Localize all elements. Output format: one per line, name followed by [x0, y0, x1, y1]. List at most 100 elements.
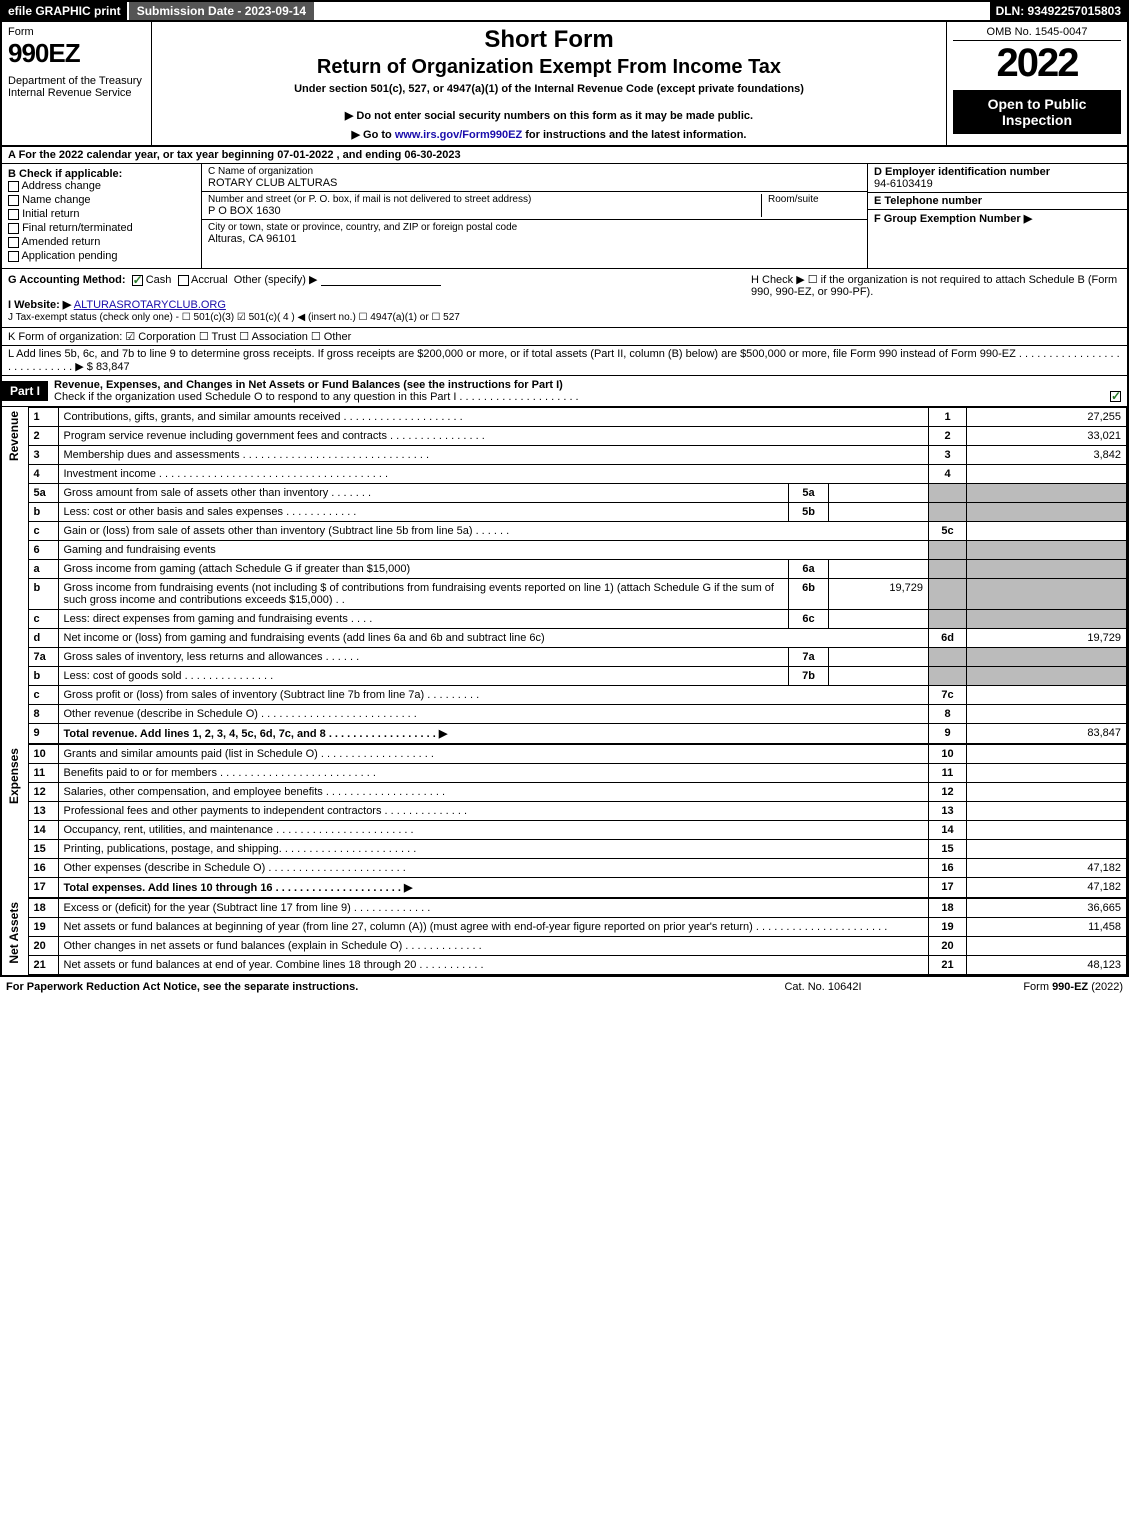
lbl-org-name: C Name of organization: [208, 166, 861, 177]
line-val: 83,847: [967, 724, 1127, 744]
sub-val: [829, 648, 929, 667]
rn-grey: [929, 667, 967, 686]
box-b: B Check if applicable: Address change Na…: [2, 164, 202, 268]
chk-pending[interactable]: Application pending: [8, 250, 195, 262]
header-left: Form 990EZ Department of the Treasury In…: [2, 22, 152, 145]
line-a: A For the 2022 calendar year, or tax yea…: [2, 147, 1127, 164]
line-num: b: [28, 503, 58, 522]
line-num: 9: [28, 724, 58, 744]
sub-num: 7b: [789, 667, 829, 686]
line-val: [967, 764, 1127, 783]
chk-name-change[interactable]: Name change: [8, 194, 195, 206]
line-num: c: [28, 610, 58, 629]
line-desc: Less: direct expenses from gaming and fu…: [58, 610, 789, 629]
rn-grey: [929, 648, 967, 667]
block-bcde: B Check if applicable: Address change Na…: [2, 164, 1127, 269]
line-desc: Contributions, gifts, grants, and simila…: [58, 408, 929, 427]
line-rn: 11: [929, 764, 967, 783]
line-row: 4Investment income . . . . . . . . . . .…: [2, 465, 1127, 484]
line-num: b: [28, 579, 58, 610]
line-row: 16Other expenses (describe in Schedule O…: [2, 859, 1127, 878]
website-link[interactable]: ALTURASROTARYCLUB.ORG: [74, 299, 226, 311]
return-title: Return of Organization Exempt From Incom…: [160, 56, 938, 79]
line-row: cLess: direct expenses from gaming and f…: [2, 610, 1127, 629]
line-num: 12: [28, 783, 58, 802]
subtitle: Under section 501(c), 527, or 4947(a)(1)…: [160, 83, 938, 95]
line-row: 7aGross sales of inventory, less returns…: [2, 648, 1127, 667]
line-rn: 14: [929, 821, 967, 840]
irs-link[interactable]: www.irs.gov/Form990EZ: [395, 129, 522, 141]
line-val: [967, 821, 1127, 840]
goto-link[interactable]: ▶ Go to www.irs.gov/Form990EZ for instru…: [160, 128, 938, 141]
line-desc: Other revenue (describe in Schedule O) .…: [58, 705, 929, 724]
chk-final-return[interactable]: Final return/terminated: [8, 222, 195, 234]
line-desc: Other expenses (describe in Schedule O) …: [58, 859, 929, 878]
line-desc: Gross income from gaming (attach Schedul…: [58, 560, 789, 579]
form-rev: Form 990-EZ (2022): [923, 981, 1123, 993]
line-rn: 20: [929, 937, 967, 956]
line-val: [967, 802, 1127, 821]
sub-val: [829, 484, 929, 503]
line-row: 11Benefits paid to or for members . . . …: [2, 764, 1127, 783]
sub-num: 6a: [789, 560, 829, 579]
chk-accrual[interactable]: [178, 275, 189, 286]
line-rn: 7c: [929, 686, 967, 705]
chk-schedule-o[interactable]: [1110, 391, 1121, 402]
row-l: L Add lines 5b, 6c, and 7b to line 9 to …: [2, 346, 1127, 376]
line-row: 12Salaries, other compensation, and empl…: [2, 783, 1127, 802]
gross-receipts: 83,847: [96, 361, 130, 373]
line-num: 7a: [28, 648, 58, 667]
line-row: 17Total expenses. Add lines 10 through 1…: [2, 878, 1127, 898]
line-desc: Total revenue. Add lines 1, 2, 3, 4, 5c,…: [58, 724, 929, 744]
line-desc: Program service revenue including govern…: [58, 427, 929, 446]
line-desc: Benefits paid to or for members . . . . …: [58, 764, 929, 783]
part1-header: Part I Revenue, Expenses, and Changes in…: [2, 376, 1127, 407]
line-desc: Total expenses. Add lines 10 through 16 …: [58, 878, 929, 898]
line-row: 15Printing, publications, postage, and s…: [2, 840, 1127, 859]
line-row: 3Membership dues and assessments . . . .…: [2, 446, 1127, 465]
sub-num: 6c: [789, 610, 829, 629]
line-num: 13: [28, 802, 58, 821]
efile-label[interactable]: efile GRAPHIC print: [2, 2, 127, 20]
line-num: 2: [28, 427, 58, 446]
lbl-tel: E Telephone number: [874, 195, 982, 207]
line-rn: 18: [929, 899, 967, 918]
omb-number: OMB No. 1545-0047: [953, 26, 1121, 41]
sub-val: [829, 610, 929, 629]
line-desc: Excess or (deficit) for the year (Subtra…: [58, 899, 929, 918]
line-desc: Investment income . . . . . . . . . . . …: [58, 465, 929, 484]
line-row: bLess: cost or other basis and sales exp…: [2, 503, 1127, 522]
line-desc: Salaries, other compensation, and employ…: [58, 783, 929, 802]
chk-cash[interactable]: [132, 275, 143, 286]
sub-val: [829, 560, 929, 579]
chk-amended[interactable]: Amended return: [8, 236, 195, 248]
part1-check: Check if the organization used Schedule …: [54, 391, 579, 403]
line-val: 27,255: [967, 408, 1127, 427]
line-val: 33,021: [967, 427, 1127, 446]
paperwork-notice: For Paperwork Reduction Act Notice, see …: [6, 981, 723, 993]
line-desc: Net assets or fund balances at beginning…: [58, 918, 929, 937]
rn-grey: [929, 579, 967, 610]
line-val: 3,842: [967, 446, 1127, 465]
line-desc: Other changes in net assets or fund bala…: [58, 937, 929, 956]
line-num: 15: [28, 840, 58, 859]
line-num: d: [28, 629, 58, 648]
chk-initial-return[interactable]: Initial return: [8, 208, 195, 220]
side-label: Net Assets: [7, 902, 21, 964]
line-num: 5a: [28, 484, 58, 503]
line-rn: 12: [929, 783, 967, 802]
header-mid: Short Form Return of Organization Exempt…: [152, 22, 947, 145]
line-val: 19,729: [967, 629, 1127, 648]
chk-address-change[interactable]: Address change: [8, 180, 195, 192]
line-desc: Gain or (loss) from sale of assets other…: [58, 522, 929, 541]
line-num: 16: [28, 859, 58, 878]
line-row: cGain or (loss) from sale of assets othe…: [2, 522, 1127, 541]
revenue-table: Revenue1Contributions, gifts, grants, an…: [2, 407, 1127, 744]
open-inspection: Open to Public Inspection: [953, 90, 1121, 134]
line-num: 19: [28, 918, 58, 937]
tax-year: 2022: [953, 41, 1121, 86]
line-val: [967, 937, 1127, 956]
sub-val: [829, 667, 929, 686]
line-num: 17: [28, 878, 58, 898]
form-word: Form: [8, 26, 145, 38]
